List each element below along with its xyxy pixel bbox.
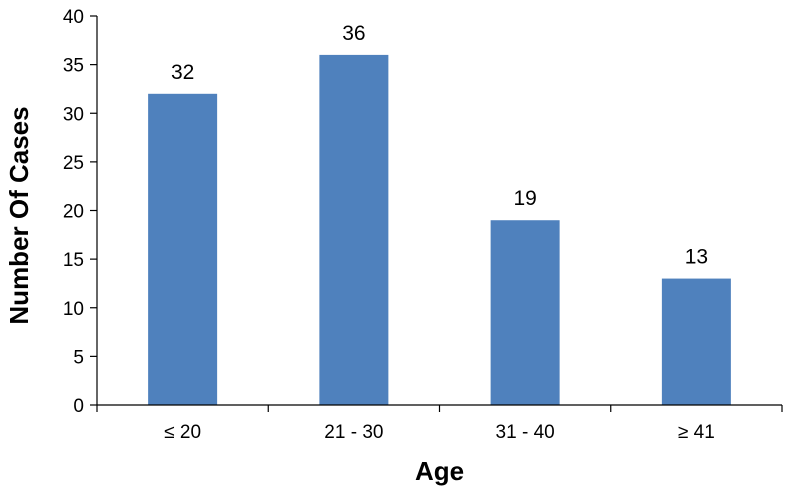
x-axis-ticks: ≤ 20 21 - 30 31 - 40 ≥ 41 bbox=[96, 405, 783, 443]
x-tick-label: ≥ 41 bbox=[678, 422, 715, 443]
bar-series bbox=[148, 54, 731, 406]
x-tick-label: 21 - 30 bbox=[324, 422, 383, 443]
x-axis-title: Age bbox=[415, 456, 464, 486]
y-axis-ticks: 0 5 10 15 20 25 30 35 40 bbox=[63, 7, 97, 417]
y-tick-label: 10 bbox=[63, 299, 84, 320]
y-tick-label: 35 bbox=[63, 56, 84, 77]
y-tick-label: 20 bbox=[63, 202, 84, 223]
x-tick-label: 31 - 40 bbox=[496, 422, 555, 443]
data-label: 36 bbox=[342, 22, 365, 45]
x-tick-label: ≤ 20 bbox=[164, 422, 201, 443]
y-tick-label: 30 bbox=[63, 104, 84, 125]
y-tick-label: 40 bbox=[63, 7, 84, 28]
y-tick-label: 25 bbox=[63, 153, 84, 174]
data-label: 13 bbox=[685, 246, 708, 269]
bar bbox=[661, 278, 731, 405]
bar bbox=[319, 54, 389, 406]
bar bbox=[490, 220, 560, 405]
bar bbox=[148, 93, 218, 406]
y-tick-label: 15 bbox=[63, 250, 84, 271]
y-tick-label: 0 bbox=[73, 396, 84, 417]
y-axis-title: Number Of Cases bbox=[4, 106, 34, 324]
data-label: 32 bbox=[171, 61, 194, 84]
data-label: 19 bbox=[513, 187, 536, 210]
data-labels: 32 36 19 13 bbox=[171, 22, 708, 269]
y-tick-label: 5 bbox=[73, 347, 84, 368]
